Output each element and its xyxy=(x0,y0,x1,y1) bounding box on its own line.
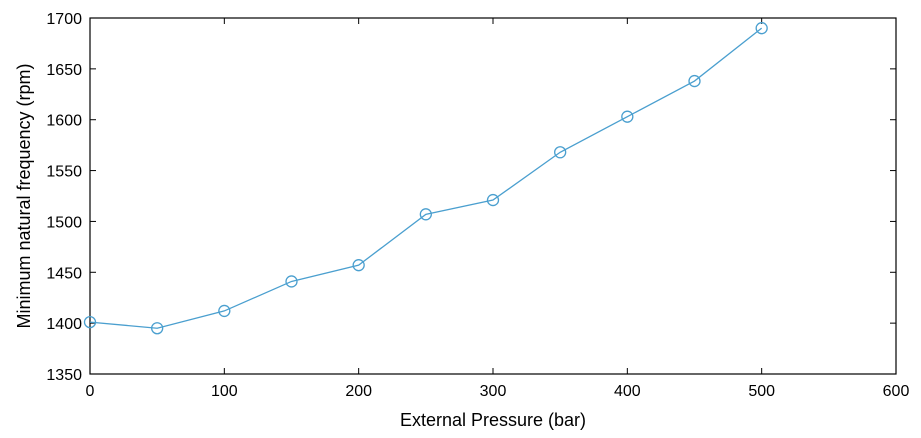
data-point xyxy=(621,110,634,123)
data-point xyxy=(83,315,97,329)
y-tick-label: 1400 xyxy=(46,316,82,333)
series-layer xyxy=(83,22,768,335)
y-axis-ticks: 1350 1400 1450 1500 1550 1600 1650 1700 xyxy=(46,11,896,384)
x-tick-label: 200 xyxy=(345,383,372,400)
y-axis-title: Minimum natural frequency (rpm) xyxy=(14,63,34,328)
x-axis-ticks: 0 100 200 300 400 500 600 xyxy=(86,18,910,400)
y-tick-label: 1450 xyxy=(46,265,82,282)
y-tick-label: 1600 xyxy=(46,113,82,130)
x-tick-label: 300 xyxy=(480,383,507,400)
data-point xyxy=(486,193,500,207)
data-point xyxy=(755,22,768,35)
data-point xyxy=(688,74,701,88)
data-point xyxy=(352,259,365,272)
series-line xyxy=(89,27,763,329)
plot-frame xyxy=(89,17,897,375)
data-point xyxy=(285,275,298,288)
x-tick-label: 400 xyxy=(614,383,641,400)
data-point xyxy=(151,322,164,335)
data-point xyxy=(218,304,231,318)
data-point xyxy=(554,146,567,159)
y-tick-label: 1350 xyxy=(46,367,82,384)
x-tick-label: 0 xyxy=(86,383,95,400)
y-tick-label: 1650 xyxy=(46,62,82,79)
data-point xyxy=(419,208,432,221)
y-tick-label: 1550 xyxy=(46,164,82,181)
x-tick-label: 500 xyxy=(748,383,775,400)
x-tick-label: 600 xyxy=(883,383,910,400)
x-tick-label: 100 xyxy=(211,383,238,400)
y-tick-label: 1700 xyxy=(46,11,82,28)
y-tick-label: 1500 xyxy=(46,214,82,231)
plot-border xyxy=(89,17,897,375)
x-axis-title: External Pressure (bar) xyxy=(400,410,586,430)
